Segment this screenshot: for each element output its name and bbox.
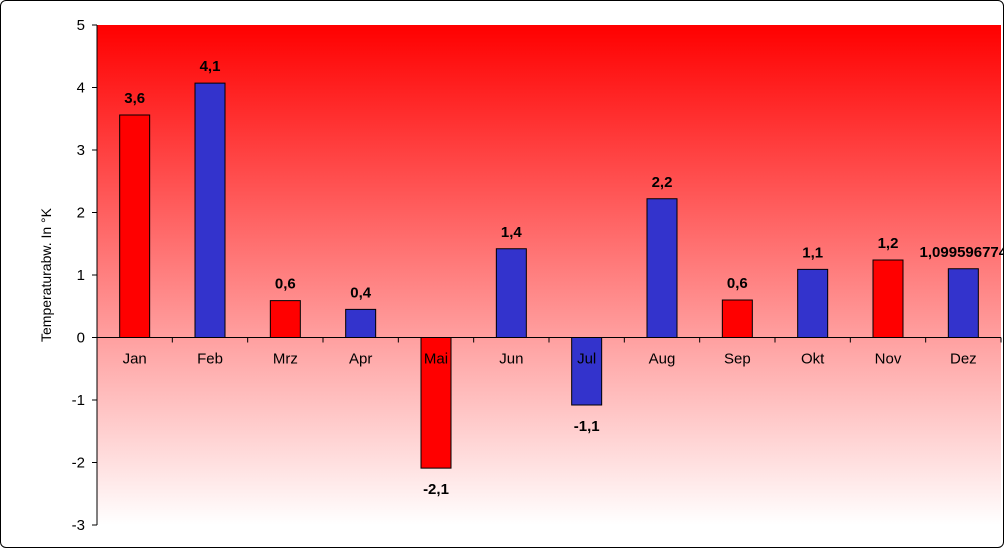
x-category-label: Apr [349,351,372,368]
x-category-label: Mai [424,351,448,368]
bar-jan [119,114,151,338]
x-category-label: Jul [577,351,596,368]
data-label: -2,1 [423,481,449,498]
y-tick-label: 2 [77,205,85,222]
y-tick-label: 3 [77,142,85,159]
bar-okt [797,268,829,338]
bar-dez [947,268,979,338]
data-label: 0,4 [350,284,372,301]
bar-aug [646,198,678,338]
data-label: 4,1 [200,58,221,75]
y-tick-label: 0 [77,330,85,347]
data-label: 1,2 [878,235,899,252]
y-axis-title: Temperaturabw. In °K [38,207,54,342]
bar-apr [345,308,377,338]
x-category-label: Dez [950,351,977,368]
bar-feb [194,82,226,338]
data-label: 1,1 [802,244,823,261]
x-category-label: Jun [499,351,523,368]
bar-sep [721,299,753,338]
y-tick-label: 1 [77,267,85,284]
data-label: 1,099596774 [920,244,1003,261]
x-category-label: Feb [197,351,223,368]
y-tick-label: -2 [72,455,85,472]
y-tick-label: -3 [72,517,85,534]
bar-mai [420,337,452,469]
x-category-label: Nov [875,351,902,368]
bar-nov [872,259,904,338]
x-category-label: Okt [801,351,825,368]
x-category-label: Mrz [273,351,298,368]
data-label: 0,6 [275,276,296,293]
y-tick-label: -1 [72,392,85,409]
bar-mrz [269,300,301,338]
y-tick-label: 5 [77,17,85,34]
data-label: 0,6 [727,275,748,292]
x-category-label: Jan [123,351,147,368]
data-label: 2,2 [652,174,673,191]
data-label: -1,1 [574,418,600,435]
bar-jul [571,337,603,406]
x-category-label: Aug [649,351,676,368]
x-category-label: Sep [724,351,751,368]
data-label: 1,4 [501,224,523,241]
plot-area [97,25,1001,525]
data-label: 3,6 [124,90,145,107]
bar-jun [495,248,527,338]
y-tick-label: 4 [77,80,85,97]
